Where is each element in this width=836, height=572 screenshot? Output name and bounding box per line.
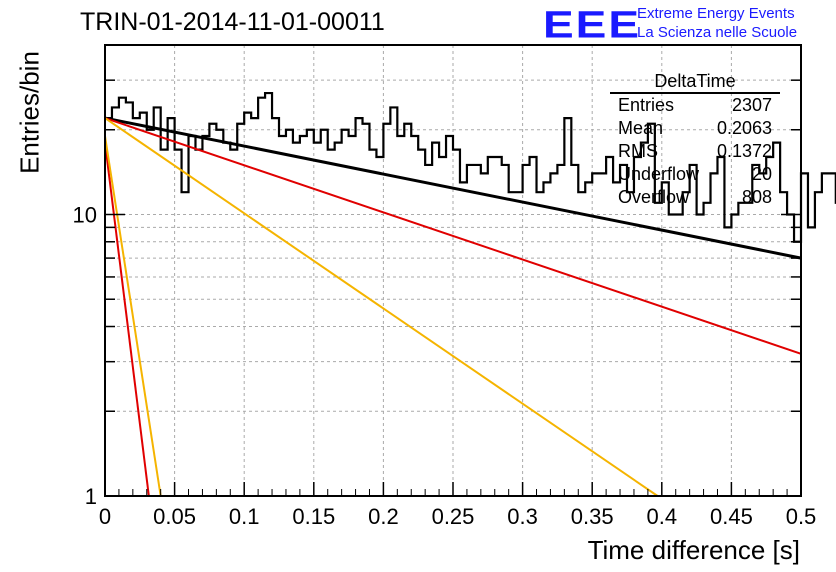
stats-label: RMS (618, 141, 658, 161)
x-tick-label: 0.2 (368, 504, 399, 529)
x-tick-label: 0.35 (571, 504, 614, 529)
logo-caption: Extreme Energy Events La Scienza nelle S… (637, 4, 797, 42)
stats-label: Underflow (618, 164, 700, 184)
stats-label: Mean (618, 118, 664, 138)
stats-row: Mean 0.2063 (610, 117, 780, 140)
chart-title: TRIN-01-2014-11-01-00011 (80, 8, 385, 36)
x-tick-label: 0.5 (786, 504, 817, 529)
x-tick-label: 0 (99, 504, 111, 529)
x-tick-label: 0.1 (229, 504, 260, 529)
stats-value: 20 (751, 164, 772, 184)
x-tick-label: 0.05 (153, 504, 196, 529)
stats-row: Overflow 808 (610, 186, 780, 209)
x-tick-label: 0.3 (507, 504, 538, 529)
fit-curve (104, 116, 802, 260)
stats-box: DeltaTime Entries 2307 Mean 0.2063 RMS 0… (610, 70, 780, 209)
y-axis-label: Entries/bin (14, 51, 45, 174)
fit-curve (104, 117, 659, 497)
eee-logo: EEE (543, 2, 642, 46)
stats-value: 808 (741, 187, 772, 207)
fit-curve (104, 135, 162, 497)
plot-frame (104, 44, 802, 497)
stats-value: 2307 (731, 95, 772, 115)
x-tick-label: 0.45 (710, 504, 753, 529)
x-tick-label: 0.4 (647, 504, 678, 529)
stats-value: 0.1372 (716, 141, 772, 161)
x-axis-label: Time difference [s] (587, 535, 800, 565)
stats-row: RMS 0.1372 (610, 140, 780, 163)
fit-curves-layer (104, 116, 802, 497)
x-tick-label: 0.25 (432, 504, 475, 529)
fit-curve (104, 117, 802, 355)
x-tick-label: 0.15 (292, 504, 335, 529)
y-tick-label: 1 (85, 484, 97, 509)
stats-title: DeltaTime (610, 70, 780, 94)
stats-row: Underflow 20 (610, 163, 780, 186)
fit-curve (104, 142, 150, 497)
logo-line-2: La Scienza nelle Scuole (637, 24, 798, 41)
stats-row: Entries 2307 (610, 94, 780, 117)
stats-label: Overflow (618, 187, 690, 207)
stats-value: 0.2063 (716, 118, 772, 138)
y-tick-label: 10 (73, 202, 97, 227)
logo-line-1: Extreme Energy Events (637, 5, 795, 22)
axis-ticks-layer: 0 0.05 0.1 0.15 0.2 0.25 0.3 0.35 0.4 0.45 0.5 1 10 (73, 44, 817, 529)
stats-label: Entries (618, 95, 675, 115)
